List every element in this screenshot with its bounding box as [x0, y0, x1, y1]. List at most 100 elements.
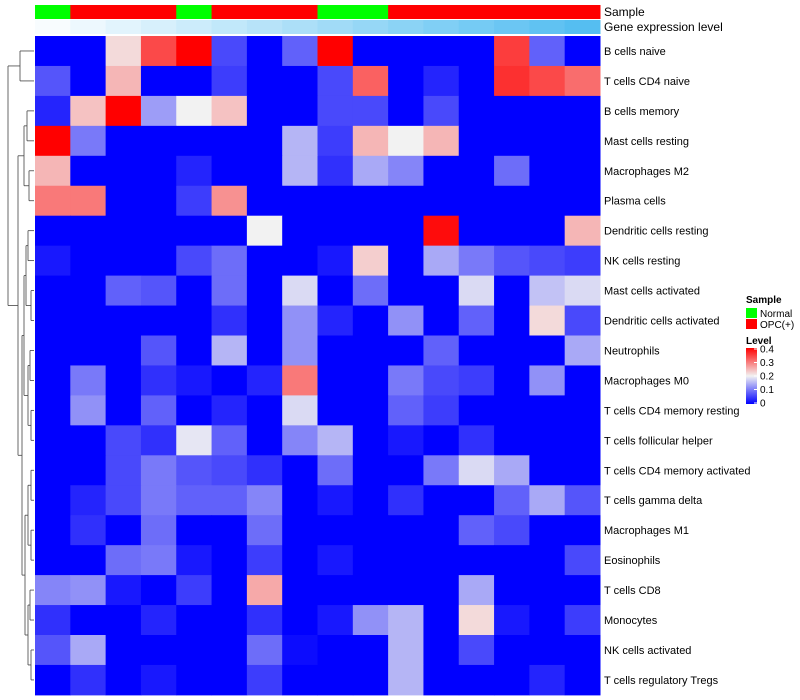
heatmap-cell [388, 65, 424, 97]
heatmap-cell [423, 155, 460, 187]
heatmap-cell [529, 664, 566, 696]
heatmap-cell [317, 425, 354, 456]
heatmap-cell [246, 455, 283, 486]
level-annotation-cell [176, 20, 213, 34]
heatmap-cell [246, 95, 283, 127]
heatmap-cell [35, 65, 71, 97]
heatmap-cell [494, 125, 530, 157]
heatmap-cell [388, 36, 424, 67]
heatmap-cell [458, 365, 495, 396]
heatmap-cell [211, 485, 248, 516]
heatmap-cell [494, 245, 530, 277]
heatmap-cell [282, 485, 318, 516]
heatmap-cell [317, 605, 354, 636]
heatmap-cell [211, 215, 248, 247]
heatmap-cell [176, 335, 213, 366]
heatmap-cell [140, 155, 177, 187]
heatmap-cell [35, 155, 71, 187]
heatmap-cell [211, 425, 248, 456]
heatmap-cell [494, 605, 530, 636]
heatmap-cell [211, 664, 248, 696]
heatmap-cell [423, 605, 460, 636]
heatmap-cell [317, 305, 354, 336]
sample-annotation-cell [352, 5, 389, 19]
heatmap-cell [564, 485, 601, 516]
legend-tick-label: 0.4 [760, 345, 774, 356]
heatmap-cell [529, 36, 566, 67]
heatmap-cell [246, 545, 283, 576]
heatmap-cell [211, 395, 248, 426]
level-annotation-title: Gene expression level [604, 20, 723, 34]
level-annotation-cell [458, 20, 495, 34]
heatmap-cell [282, 425, 318, 456]
heatmap-cell [35, 185, 71, 217]
heatmap-cell [529, 185, 566, 217]
heatmap-cell [140, 455, 177, 486]
row-label: T cells follicular helper [604, 435, 713, 447]
level-annotation-cell [529, 20, 566, 34]
legend-level-title: Level [746, 336, 772, 347]
heatmap-cell [458, 155, 495, 187]
heatmap-cell [317, 155, 354, 187]
heatmap-cell [282, 65, 318, 97]
heatmap-cell [317, 365, 354, 396]
heatmap-cell [423, 635, 460, 666]
heatmap-cell [494, 425, 530, 456]
heatmap-cell [176, 605, 213, 636]
row-label: T cells CD4 memory activated [604, 465, 751, 477]
heatmap-cell [70, 425, 107, 456]
heatmap-cell [458, 125, 495, 157]
heatmap-cell [529, 335, 566, 366]
heatmap-cell [388, 575, 424, 606]
heatmap-cell [423, 365, 460, 396]
heatmap-cell [70, 185, 107, 217]
heatmap-cell [317, 335, 354, 366]
heatmap-cell [282, 335, 318, 366]
sample-annotation-cell [70, 5, 107, 19]
heatmap-cell [246, 245, 283, 277]
sample-annotation-cell [246, 5, 283, 19]
heatmap-cell [282, 245, 318, 277]
heatmap-cell [176, 65, 213, 97]
heatmap-cell [564, 425, 601, 456]
heatmap-cell [388, 185, 424, 217]
heatmap-cell [529, 215, 566, 247]
row-label: Monocytes [604, 615, 658, 627]
heatmap-cell [35, 605, 71, 636]
heatmap-cell [317, 215, 354, 247]
heatmap-cell [564, 125, 601, 157]
heatmap-cell [211, 155, 248, 187]
heatmap-cell [564, 395, 601, 426]
heatmap-cell [105, 335, 142, 366]
heatmap-cell [246, 65, 283, 97]
heatmap-cell [423, 275, 460, 307]
heatmap-cell [564, 605, 601, 636]
level-annotation-cell [352, 20, 389, 34]
heatmap-cell [494, 155, 530, 187]
heatmap-cell [388, 125, 424, 157]
heatmap-cell [282, 365, 318, 396]
heatmap-cell [282, 185, 318, 217]
heatmap-cell [388, 95, 424, 127]
heatmap-cell [140, 65, 177, 97]
heatmap-cell [388, 245, 424, 277]
heatmap-cell [176, 245, 213, 277]
heatmap-cell [352, 125, 389, 157]
heatmap-cell [176, 575, 213, 606]
heatmap-cell [211, 275, 248, 307]
heatmap-cell [211, 185, 248, 217]
heatmap-cell [246, 605, 283, 636]
heatmap-cell [423, 215, 460, 247]
heatmap-cell [35, 545, 71, 576]
heatmap-cell [176, 395, 213, 426]
heatmap-cell [317, 664, 354, 696]
heatmap-cell [388, 425, 424, 456]
heatmap-cell [564, 305, 601, 336]
heatmap-cell [140, 605, 177, 636]
row-label: Mast cells activated [604, 286, 700, 298]
heatmap-cell [105, 365, 142, 396]
heatmap-cell [352, 515, 389, 546]
heatmap-cell [35, 335, 71, 366]
heatmap-cell [423, 455, 460, 486]
heatmap-cell [211, 515, 248, 546]
